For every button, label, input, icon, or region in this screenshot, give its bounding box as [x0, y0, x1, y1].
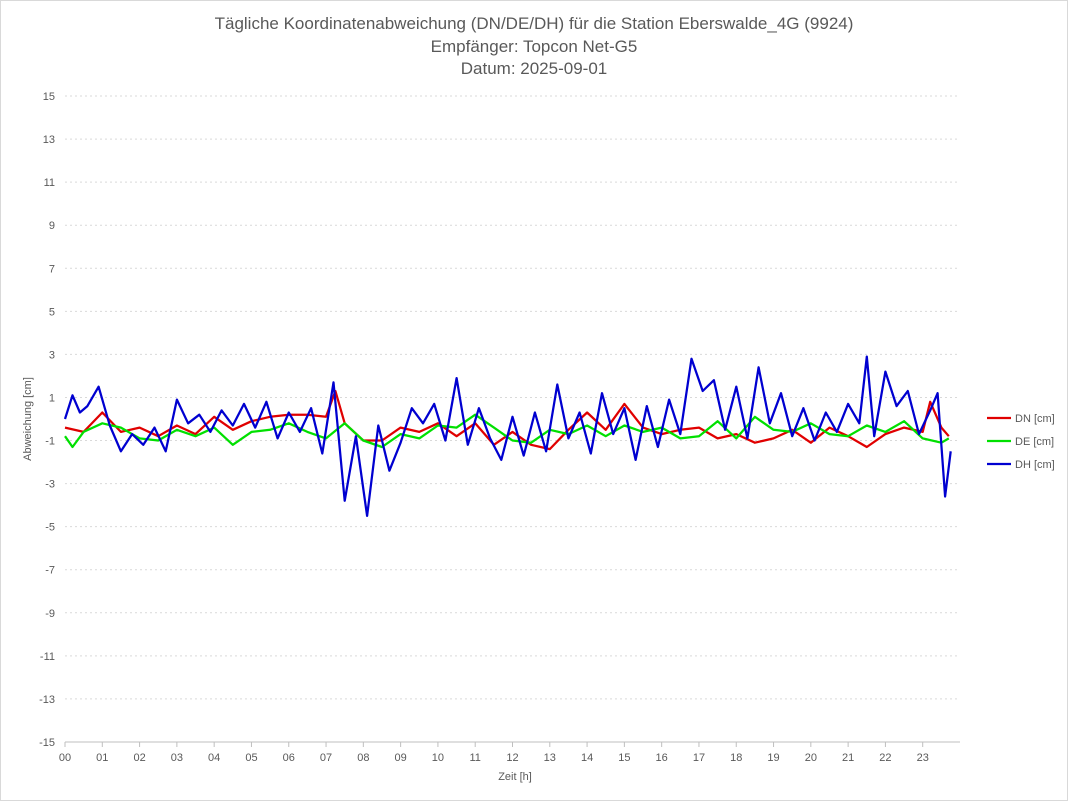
chart-title-line-3: Datum: 2025-09-01: [461, 59, 607, 78]
legend-label-dn: DN [cm]: [1015, 413, 1055, 425]
x-tick-label: 04: [208, 752, 220, 764]
x-tick-label: 12: [506, 752, 518, 764]
legend-label-de: DE [cm]: [1015, 436, 1054, 448]
x-axis-title: Zeit [h]: [498, 771, 532, 783]
x-tick-label: 18: [730, 752, 742, 764]
x-axis-ticks: 00 01 02 03 04 05 06 07 08 09 10 11 12 13 14 15 16 17 18 19…: [59, 752, 929, 764]
series-line-dh: [63, 355, 952, 518]
series-lines: [63, 355, 952, 518]
y-tick-label: -5: [45, 522, 55, 534]
y-tick-label: -13: [39, 694, 55, 706]
x-tick-label: 23: [917, 752, 929, 764]
legend-label-dh: DH [cm]: [1015, 459, 1055, 471]
series-line-de: [64, 413, 950, 449]
x-tick-label: 05: [245, 752, 257, 764]
x-tick-label: 10: [432, 752, 444, 764]
y-tick-label: 1: [49, 392, 55, 404]
chart-title-line-2: Empfänger: Topcon Net-G5: [431, 37, 638, 56]
x-tick-label: 03: [171, 752, 183, 764]
x-tick-label: 02: [133, 752, 145, 764]
x-tick-label: 13: [544, 752, 556, 764]
y-tick-label: 5: [49, 306, 55, 318]
y-tick-label: -1: [45, 436, 55, 448]
y-tick-label: -11: [40, 651, 55, 663]
x-tick-label: 07: [320, 752, 332, 764]
y-tick-label: 15: [43, 91, 55, 103]
y-tick-label: -7: [45, 565, 55, 577]
y-tick-label: 9: [49, 220, 55, 232]
chart-title-line-1: Tägliche Koordinatenabweichung (DN/DE/DH…: [215, 14, 854, 33]
x-tick-label: 00: [59, 752, 71, 764]
x-tick-label: 14: [581, 752, 593, 764]
x-tick-label: 09: [395, 752, 407, 764]
y-tick-label: -3: [45, 479, 55, 491]
y-tick-label: -15: [39, 737, 55, 749]
x-tick-label: 06: [283, 752, 295, 764]
x-tick-label: 20: [805, 752, 817, 764]
y-axis-ticks: 15 13 11 9 7 5 3 1 -1 -3 -5 -7 -9 -11 -13 -15: [39, 91, 55, 749]
x-tick-label: 01: [96, 752, 108, 764]
chart-title: Tägliche Koordinatenabweichung (DN/DE/DH…: [215, 14, 854, 78]
x-tick-label: 08: [357, 752, 369, 764]
x-tick-label: 21: [842, 752, 854, 764]
x-tick-label: 16: [656, 752, 668, 764]
y-axis-title: Abweichung [cm]: [22, 377, 34, 461]
y-tick-label: 7: [49, 263, 55, 275]
legend: DN [cm] DE [cm] DH [cm]: [987, 413, 1055, 471]
x-tick-label: 22: [879, 752, 891, 764]
y-tick-label: -9: [45, 608, 55, 620]
x-tick-label: 11: [469, 752, 480, 764]
y-tick-label: 13: [43, 134, 55, 146]
x-tick-label: 17: [693, 752, 705, 764]
x-tick-label: 15: [618, 752, 630, 764]
y-tick-label: 11: [44, 177, 55, 189]
y-tick-label: 3: [49, 349, 55, 361]
series-line-dn: [64, 389, 950, 451]
x-axis: [64, 741, 960, 747]
x-tick-label: 19: [767, 752, 779, 764]
